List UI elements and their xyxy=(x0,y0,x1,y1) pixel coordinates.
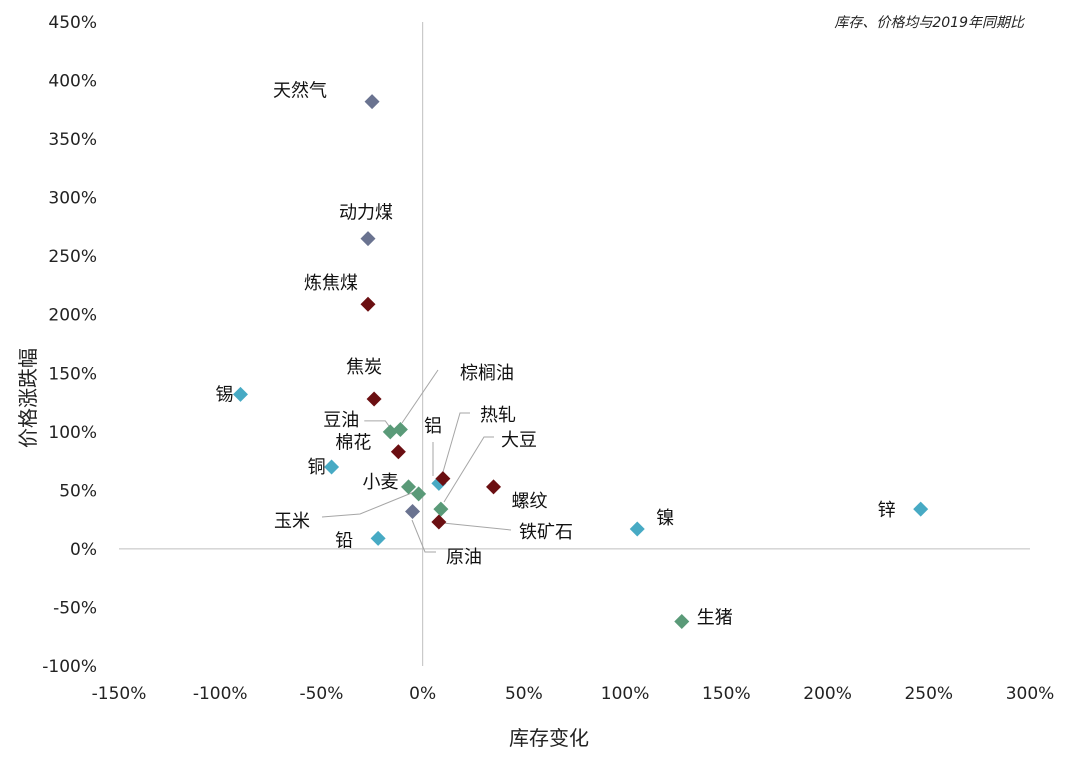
point-label: 镍 xyxy=(656,508,674,529)
data-point xyxy=(366,391,382,407)
leader-line xyxy=(442,412,470,473)
chart-note: 库存、价格均与2019年同期比 xyxy=(834,15,1026,31)
point-label: 小麦 xyxy=(362,472,398,493)
data-point xyxy=(382,424,398,440)
x-tick-label: 200% xyxy=(803,684,852,704)
points-layer xyxy=(232,94,929,630)
point-label: 棕榈油 xyxy=(460,363,514,384)
y-tick-label: 250% xyxy=(48,247,97,267)
point-label: 生猪 xyxy=(697,608,733,629)
y-tick-label: 350% xyxy=(48,130,97,150)
y-tick-label: 150% xyxy=(48,364,97,384)
data-point xyxy=(360,231,376,247)
data-point xyxy=(370,530,386,546)
point-label: 大豆 xyxy=(501,430,537,451)
x-tick-label: -50% xyxy=(299,684,343,704)
point-label: 铅 xyxy=(335,530,353,551)
data-point xyxy=(392,421,408,437)
x-tick-label: 50% xyxy=(505,684,543,704)
point-label: 原油 xyxy=(446,547,482,568)
data-point xyxy=(400,479,416,495)
x-axis-title: 库存变化 xyxy=(509,726,589,750)
axes-layer: 450% 400% 350% 300% 250% 200% 150% 100% 50% 0% -50… xyxy=(42,13,1054,704)
data-point xyxy=(433,501,449,517)
data-point xyxy=(405,503,421,519)
x-tick-label: -150% xyxy=(92,684,147,704)
data-point xyxy=(486,479,502,495)
x-tick-label: -100% xyxy=(193,684,248,704)
data-point xyxy=(324,459,340,475)
point-label: 天然气 xyxy=(273,81,327,102)
leader-line xyxy=(442,522,512,531)
y-tick-label: 100% xyxy=(48,423,97,443)
point-label: 铜 xyxy=(308,457,326,478)
point-label: 豆油 xyxy=(323,410,359,431)
leader-line xyxy=(443,436,494,503)
point-label: 动力煤 xyxy=(339,203,393,224)
data-point xyxy=(913,501,929,517)
x-tick-label: 300% xyxy=(1006,684,1055,704)
leader-line xyxy=(364,420,391,429)
x-tick-label: 0% xyxy=(409,684,436,704)
point-label: 玉米 xyxy=(274,511,310,532)
data-point xyxy=(360,296,376,312)
y-tick-label: 50% xyxy=(59,481,97,501)
data-point xyxy=(232,386,248,402)
y-tick-label: 0% xyxy=(70,540,97,560)
y-tick-label: -50% xyxy=(53,598,97,618)
point-label: 炼焦煤 xyxy=(304,273,358,294)
point-label: 铝 xyxy=(424,416,442,437)
y-tick-label: 200% xyxy=(48,306,97,326)
data-point xyxy=(390,444,406,460)
data-point xyxy=(431,514,447,530)
y-tick-label: -100% xyxy=(42,657,97,677)
x-tick-label: 100% xyxy=(601,684,650,704)
data-point xyxy=(435,471,451,487)
leader-line xyxy=(401,369,439,424)
point-label: 锡 xyxy=(215,384,233,405)
x-tick-label: 150% xyxy=(702,684,751,704)
point-label: 锌 xyxy=(878,500,896,521)
data-point xyxy=(411,486,427,502)
leader-line xyxy=(321,491,415,518)
x-tick-label: 250% xyxy=(904,684,953,704)
y-tick-label: 400% xyxy=(48,72,97,92)
data-point xyxy=(674,614,690,630)
y-axis-title: 价格涨跌幅 xyxy=(16,348,40,448)
y-tick-label: 450% xyxy=(48,13,97,33)
point-label: 螺纹 xyxy=(512,491,548,512)
point-label: 铁矿石 xyxy=(519,522,573,543)
y-tick-label: 300% xyxy=(48,189,97,209)
point-label: 棉花 xyxy=(335,433,371,454)
data-point xyxy=(629,521,645,537)
leader-line xyxy=(411,519,436,553)
leader-lines xyxy=(321,369,512,553)
point-label: 热轧 xyxy=(480,405,516,426)
point-label: 焦炭 xyxy=(346,357,382,378)
data-point xyxy=(364,94,380,110)
